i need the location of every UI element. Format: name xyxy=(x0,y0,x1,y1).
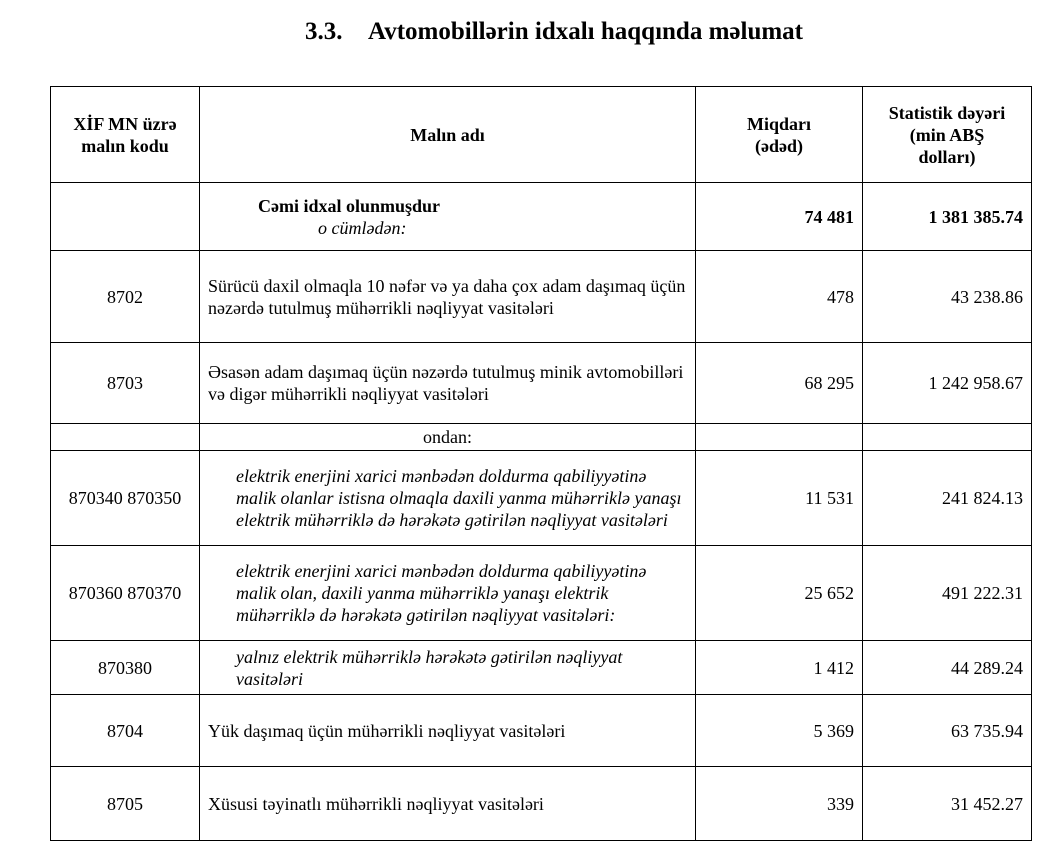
name-text: yalnız elektrik mühərriklə hərəkətə gəti… xyxy=(236,646,623,689)
code-cell: 870380 xyxy=(50,640,200,695)
header-cell: Miqdarı (ədəd) xyxy=(695,86,863,183)
cell xyxy=(695,423,863,451)
table-row: 8704 Yük daşımaq üçün mühərrikli nəqliyya… xyxy=(50,694,1032,767)
name-cell: yalnız elektrik mühərriklə hərəkətə gəti… xyxy=(199,640,696,695)
code-cell: 870340 870350 xyxy=(50,450,200,546)
table-row: 870340 870350 elektrik enerjini xarici mə… xyxy=(50,450,1032,546)
name-text: elektrik enerjini xarici mənbədən doldur… xyxy=(236,561,647,625)
name-note: o cümlədən: xyxy=(318,217,407,238)
value-cell: 44 289.24 xyxy=(862,640,1032,695)
name-text: Yük daşımaq üçün mühərrikli nəqliyyat va… xyxy=(208,720,566,741)
name-cell: Yük daşımaq üçün mühərrikli nəqliyyat va… xyxy=(199,694,696,767)
name-cell: Əsasən adam daşımaq üçün nəzərdə tutulmu… xyxy=(199,342,696,424)
name-text: Cəmi idxal olunmuşdur xyxy=(258,195,441,216)
name-text: elektrik enerjini xarici mənbədən doldur… xyxy=(236,466,682,530)
value-cell: 241 824.13 xyxy=(862,450,1032,546)
table-row: Cəmi idxal olunmuşdur o cümlədən: 74 481 1 … xyxy=(50,182,1032,251)
cell xyxy=(50,423,200,451)
code-cell: 8702 xyxy=(50,250,200,343)
header-cell: Statistik dəyəri (min ABŞ dolları) xyxy=(862,86,1032,183)
table-body: Cəmi idxal olunmuşdur o cümlədən: 74 481 1 … xyxy=(50,182,1032,841)
table-row: 8703 Əsasən adam daşımaq üçün nəzərdə tut… xyxy=(50,342,1032,424)
code-cell: 8703 xyxy=(50,342,200,424)
value-cell: 63 735.94 xyxy=(862,694,1032,767)
table-row: 8705 Xüsusi təyinatlı mühərrikli nəqliyya… xyxy=(50,766,1032,841)
table-row: 870380 yalnız elektrik mühərriklə hərəkət… xyxy=(50,640,1032,695)
quantity-cell: 478 xyxy=(695,250,863,343)
cell xyxy=(862,423,1032,451)
quantity-cell: 68 295 xyxy=(695,342,863,424)
quantity-cell: 11 531 xyxy=(695,450,863,546)
name-text: Əsasən adam daşımaq üçün nəzərdə tutulmu… xyxy=(208,362,684,404)
name-text: Xüsusi təyinatlı mühərrikli nəqliyyat va… xyxy=(208,793,544,814)
quantity-cell: 25 652 xyxy=(695,545,863,641)
name-cell: Sürücü daxil olmaqla 10 nəfər və ya daha… xyxy=(199,250,696,343)
import-table: XİF MN üzrə malın kodu Malın adı Miqdarı (… xyxy=(50,86,1032,841)
header-row: XİF MN üzrə malın kodu Malın adı Miqdarı (… xyxy=(50,86,1032,183)
title-text: Avtomobillərin idxalı haqqında məlumat xyxy=(368,18,804,45)
subheader-cell: ondan: xyxy=(199,423,696,451)
name-cell: Cəmi idxal olunmuşdur o cümlədən: xyxy=(199,182,696,251)
name-cell: Xüsusi təyinatlı mühərrikli nəqliyyat va… xyxy=(199,766,696,841)
table-row: 8702 Sürücü daxil olmaqla 10 nəfər və ya … xyxy=(50,250,1032,343)
header-cell: Malın adı xyxy=(199,86,696,183)
value-cell: 491 222.31 xyxy=(862,545,1032,641)
quantity-cell: 5 369 xyxy=(695,694,863,767)
code-cell: 870360 870370 xyxy=(50,545,200,641)
code-cell: 8705 xyxy=(50,766,200,841)
name-cell: elektrik enerjini xarici mənbədən doldur… xyxy=(199,545,696,641)
value-cell: 43 238.86 xyxy=(862,250,1032,343)
header-cell: XİF MN üzrə malın kodu xyxy=(50,86,200,183)
value-cell: 1 242 958.67 xyxy=(862,342,1032,424)
value-cell: 31 452.27 xyxy=(862,766,1032,841)
name-text: Sürücü daxil olmaqla 10 nəfər və ya daha… xyxy=(208,275,686,318)
section-number: 3.3. xyxy=(305,18,343,45)
name-cell: elektrik enerjini xarici mənbədən doldur… xyxy=(199,450,696,546)
value-cell: 1 381 385.74 xyxy=(862,182,1032,251)
code-cell: 8704 xyxy=(50,694,200,767)
quantity-cell: 339 xyxy=(695,766,863,841)
table-row: ondan: xyxy=(50,423,1032,451)
quantity-cell: 74 481 xyxy=(695,182,863,251)
cell xyxy=(50,182,200,251)
table-row: 870360 870370 elektrik enerjini xarici mə… xyxy=(50,545,1032,641)
quantity-cell: 1 412 xyxy=(695,640,863,695)
